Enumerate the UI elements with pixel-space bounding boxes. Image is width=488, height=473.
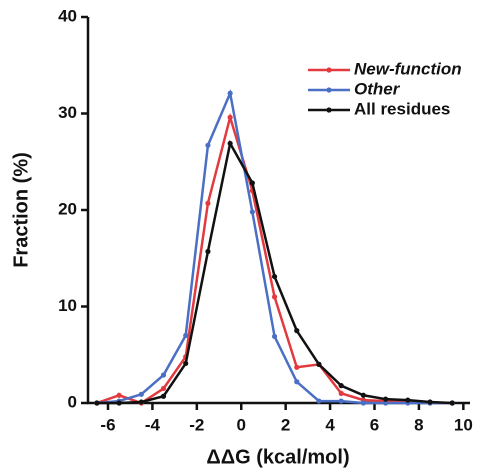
- x-tick-label: 0: [237, 415, 246, 434]
- legend-marker: [326, 87, 332, 93]
- data-point: [271, 333, 278, 340]
- series-line: [96, 112, 453, 405]
- y-tick-label: 0: [68, 392, 77, 411]
- x-tick-label: 8: [414, 415, 423, 434]
- y-axis-label: Fraction (%): [10, 152, 32, 268]
- data-point: [116, 400, 122, 406]
- x-tick-label: 10: [454, 415, 473, 434]
- data-point: [316, 361, 322, 367]
- data-point: [227, 90, 233, 96]
- data-point: [405, 397, 411, 403]
- data-point: [94, 400, 100, 406]
- data-point: [449, 400, 455, 406]
- data-point: [160, 385, 167, 392]
- legend-label: Other: [354, 79, 401, 98]
- series-line: [96, 139, 453, 405]
- legend-marker: [326, 107, 332, 113]
- x-tick-label: 6: [370, 415, 379, 434]
- y-tick-label: 30: [58, 103, 77, 122]
- data-point: [294, 364, 300, 370]
- data-point: [138, 399, 144, 405]
- data-point: [338, 383, 344, 389]
- data-point: [316, 398, 322, 404]
- data-point: [360, 400, 366, 406]
- data-point: [338, 390, 344, 396]
- legend-marker: [326, 67, 332, 73]
- data-point: [338, 398, 344, 404]
- data-point: [227, 140, 233, 147]
- data-point: [116, 392, 122, 398]
- data-point: [138, 391, 144, 397]
- y-tick-label: 10: [58, 296, 77, 315]
- x-tick-label: -6: [100, 415, 115, 434]
- data-point: [227, 114, 233, 120]
- x-tick-label: 4: [325, 415, 335, 434]
- y-tick-label: 40: [58, 6, 77, 25]
- data-point: [249, 209, 255, 215]
- x-axis-label: ΔΔG (kcal/mol): [206, 446, 349, 468]
- data-point: [183, 360, 189, 367]
- data-point: [183, 332, 189, 339]
- x-tick-label: -2: [189, 415, 204, 434]
- data-point: [271, 273, 278, 280]
- data-point: [383, 400, 389, 406]
- data-point: [383, 396, 389, 402]
- data-point: [271, 294, 278, 300]
- data-point: [360, 392, 366, 398]
- data-point: [427, 399, 433, 405]
- data-point: [205, 142, 211, 148]
- data-point: [160, 372, 167, 378]
- x-tick-label: -4: [145, 415, 161, 434]
- legend-label: All residues: [354, 99, 450, 118]
- data-point: [249, 180, 255, 186]
- legend-label: New-function: [354, 59, 462, 78]
- x-tick-label: 2: [281, 415, 290, 434]
- data-point: [294, 328, 300, 334]
- data-point: [160, 393, 167, 399]
- data-point: [294, 379, 300, 385]
- data-point: [205, 248, 211, 255]
- series-line: [96, 88, 453, 405]
- y-tick-label: 20: [58, 199, 77, 218]
- data-point: [205, 200, 211, 206]
